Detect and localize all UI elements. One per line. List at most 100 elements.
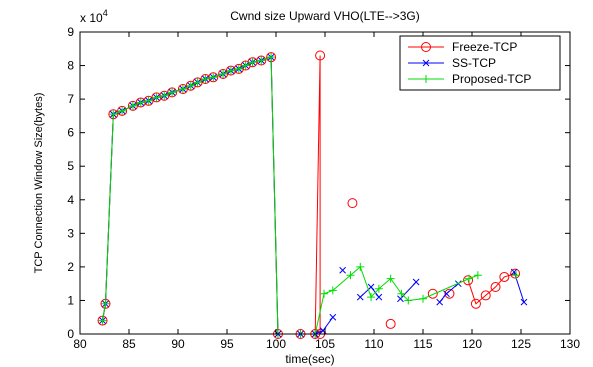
- y-tick-label: 2: [67, 260, 74, 274]
- y-multiplier: x 104: [80, 8, 108, 25]
- data-point: [219, 69, 228, 78]
- y-tick-label: 9: [67, 25, 74, 39]
- data-point: [185, 80, 196, 91]
- data-point: [315, 50, 326, 61]
- data-point: [135, 97, 146, 108]
- data-point: [520, 298, 528, 306]
- data-point: [186, 81, 195, 90]
- x-tick-label: 115: [413, 337, 432, 351]
- data-point: [436, 298, 444, 306]
- x-axis-ticks: 80 85 90 95 100 105 110 115 120 125 130: [73, 32, 580, 351]
- data-point: [257, 56, 266, 65]
- data-point: [347, 198, 358, 209]
- y-tick-label: 6: [67, 126, 74, 140]
- legend-swatch-marker: [421, 42, 431, 52]
- data-point: [386, 274, 395, 283]
- data-point: [499, 271, 510, 282]
- data-point: [241, 61, 250, 70]
- legend-label: SS-TCP: [452, 56, 496, 70]
- y-tick-label: 0: [67, 327, 74, 341]
- x-tick-label: 90: [171, 337, 185, 351]
- data-point: [356, 293, 364, 301]
- data-point: [328, 286, 337, 295]
- y-axis-ticks: 0 1 2 3 4 5 6 7 8 9: [67, 25, 570, 341]
- y-multiplier-exponent: 4: [103, 8, 108, 18]
- data-point: [267, 53, 276, 62]
- data-point: [465, 274, 474, 283]
- data-point: [385, 318, 396, 329]
- data-point: [167, 87, 178, 98]
- data-point: [470, 298, 481, 309]
- data-point: [160, 91, 169, 100]
- legend: Freeze-TCP SS-TCP Proposed-TCP: [399, 35, 561, 91]
- data-point: [397, 289, 406, 298]
- data-point: [256, 55, 267, 66]
- data-point: [412, 278, 420, 286]
- x-tick-label: 105: [315, 337, 335, 351]
- data-point: [178, 85, 187, 94]
- data-point: [168, 88, 177, 97]
- y-tick-label: 8: [67, 59, 74, 73]
- legend-item: Freeze-TCP: [408, 40, 517, 54]
- x-tick-label: 130: [560, 337, 580, 351]
- legend-swatch-marker: [422, 75, 430, 83]
- x-tick-label: 110: [364, 337, 383, 351]
- data-point: [201, 74, 210, 83]
- data-point: [208, 72, 219, 83]
- legend-items: Freeze-TCP SS-TCP Proposed-TCP: [408, 40, 531, 86]
- data-point: [367, 283, 375, 291]
- data-point: [510, 268, 521, 279]
- y-tick-label: 7: [67, 92, 74, 106]
- data-point: [117, 105, 128, 116]
- legend-label: Proposed-TCP: [452, 72, 531, 86]
- x-tick-label: 85: [122, 337, 136, 351]
- data-point: [512, 271, 521, 280]
- data-point: [109, 110, 118, 119]
- data-point: [200, 73, 211, 84]
- data-point: [473, 271, 482, 280]
- data-point: [375, 293, 383, 301]
- data-point: [367, 293, 376, 302]
- data-point: [404, 296, 413, 305]
- y-multiplier-base: x 10: [80, 11, 103, 25]
- data-point: [339, 266, 346, 274]
- data-point: [193, 78, 202, 87]
- data-point: [490, 282, 501, 293]
- data-point: [248, 58, 257, 67]
- x-tick-label: 125: [511, 337, 531, 351]
- data-point: [419, 294, 427, 303]
- data-point: [226, 66, 235, 75]
- data-point: [225, 65, 236, 76]
- data-point: [427, 288, 438, 299]
- y-tick-label: 5: [67, 159, 74, 173]
- data-point: [98, 316, 107, 325]
- x-tick-label: 120: [462, 337, 482, 351]
- y-tick-label: 3: [67, 226, 74, 240]
- data-point: [209, 73, 218, 82]
- x-tick-label: 80: [73, 337, 87, 351]
- data-point: [240, 60, 251, 71]
- data-point: [118, 106, 127, 115]
- data-point: [463, 275, 474, 286]
- data-point: [346, 271, 355, 280]
- data-point: [397, 295, 404, 303]
- data-point: [144, 96, 153, 105]
- y-tick-label: 1: [67, 293, 74, 307]
- chart-title: Cwnd size Upward VHO(LTE-->3G): [230, 9, 420, 23]
- legend-item: Proposed-TCP: [408, 72, 531, 86]
- data-point: [101, 299, 110, 308]
- y-tick-label: 4: [67, 193, 74, 207]
- data-point: [234, 64, 243, 73]
- x-tick-label: 95: [220, 337, 234, 351]
- y-axis-label: TCP Connection Window Size(bytes): [33, 93, 45, 274]
- data-point: [444, 288, 455, 299]
- x-tick-label: 100: [266, 337, 286, 351]
- data-point: [233, 63, 244, 74]
- plot-layer: [97, 50, 528, 339]
- data-point: [152, 93, 161, 102]
- data-point: [374, 284, 383, 293]
- data-point: [443, 290, 450, 298]
- legend-item: SS-TCP: [408, 56, 496, 70]
- legend-swatch-marker: [422, 59, 430, 67]
